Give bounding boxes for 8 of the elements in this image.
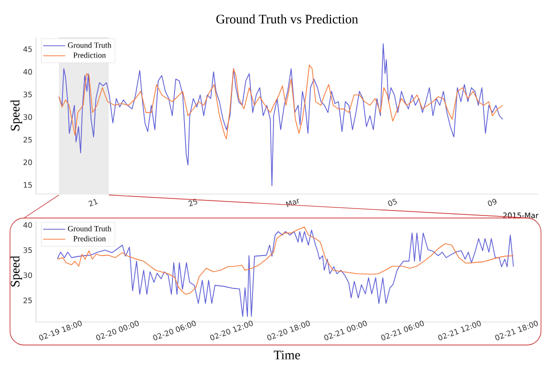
- y-axis-title: Speed: [10, 256, 22, 286]
- line-series: [56, 226, 514, 295]
- x-axis-title: Time: [274, 350, 300, 360]
- line-series: [58, 64, 504, 140]
- line-series: [56, 230, 514, 317]
- line-series: [58, 43, 504, 186]
- y-axis-title: Speed: [10, 100, 22, 130]
- chart-title: Ground Truth vs Prediction: [216, 14, 358, 24]
